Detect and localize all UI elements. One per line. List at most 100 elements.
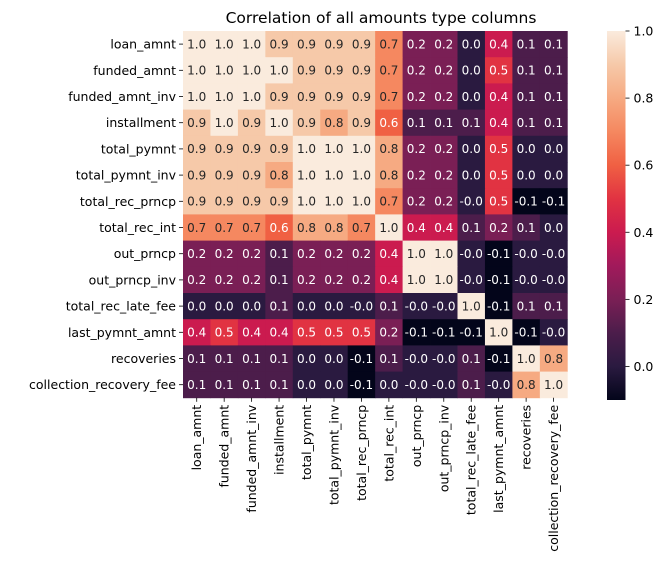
cell-value-label: 0.9 — [352, 90, 371, 104]
heatmap-cell — [539, 135, 568, 163]
heatmap-cell — [237, 240, 266, 268]
heatmap-cell — [347, 162, 376, 189]
heatmap-cell — [237, 188, 266, 215]
cell-value-label: 0.0 — [544, 168, 563, 182]
cell-value-label: 0.4 — [379, 247, 398, 261]
colorbar-tick-label: 1.0 — [634, 24, 654, 39]
heatmap-cell — [512, 162, 541, 189]
heatmap-cell — [237, 293, 266, 320]
heatmap-cell — [430, 214, 458, 241]
heatmap-cell — [237, 83, 266, 110]
colorbar-tick-label: 0.0 — [634, 359, 654, 374]
cell-value-label: 0.7 — [215, 221, 234, 235]
cell-value-label: 1.0 — [379, 221, 398, 235]
colorbar-tick-label: 0.2 — [634, 292, 654, 307]
heatmap-cell — [320, 188, 349, 215]
heatmap-cell — [183, 345, 211, 372]
cell-value-label: 0.0 — [462, 168, 481, 182]
heatmap-cell — [402, 162, 431, 189]
row-tick-label: funded_amnt — [93, 63, 176, 78]
heatmap-cell — [375, 162, 403, 189]
cell-value-label: 0.0 — [215, 299, 234, 313]
cell-value-label: -0.0 — [514, 273, 537, 287]
cell-value-label: 0.9 — [270, 37, 289, 51]
cell-value-label: 0.1 — [517, 37, 536, 51]
heatmap-cell — [430, 83, 458, 110]
cell-value-label: 0.9 — [242, 142, 261, 156]
cell-value-label: 0.9 — [352, 37, 371, 51]
cell-value-label: 1.0 — [407, 273, 426, 287]
heatmap-cell — [375, 188, 403, 215]
cell-value-label: 0.4 — [434, 221, 453, 235]
heatmap-cell — [539, 293, 568, 320]
cell-value-label: 1.0 — [242, 37, 261, 51]
column-tick-label: total_rec_prncp — [354, 405, 369, 501]
heatmap-cell — [402, 214, 431, 241]
heatmap-cell — [183, 57, 211, 84]
cell-value-label: -0.0 — [432, 352, 455, 366]
cell-value-label: 0.1 — [270, 299, 289, 313]
heatmap-cell — [539, 109, 568, 137]
cell-value-label: 0.9 — [270, 195, 289, 209]
cell-value-label: 1.0 — [324, 142, 343, 156]
heatmap-cell — [484, 135, 513, 163]
colorbar: 0.0 0.2 0.4 0.6 0.8 1.0 — [607, 24, 654, 400]
cell-value-label: 0.7 — [379, 195, 398, 209]
heatmap-cell — [292, 266, 321, 294]
cell-value-label: 0.2 — [434, 195, 453, 209]
heatmap-cell — [183, 214, 211, 241]
heatmap-cell — [430, 57, 458, 84]
heatmap-cell — [347, 57, 376, 84]
cell-value-label: 0.0 — [379, 378, 398, 392]
heatmap-cell — [265, 162, 294, 189]
heatmap-cell — [375, 293, 403, 320]
heatmap-cell — [539, 162, 568, 189]
colorbar-tick-label: 0.6 — [634, 158, 654, 173]
heatmap-cell — [237, 162, 266, 189]
cell-value-label: 0.9 — [187, 142, 206, 156]
heatmap-cell — [430, 240, 458, 268]
cell-value-label: -0.0 — [487, 378, 510, 392]
cell-value-label: 0.0 — [462, 37, 481, 51]
heatmap-cell — [484, 188, 513, 215]
heatmap-cell — [430, 371, 458, 399]
cell-value-label: 0.1 — [544, 37, 563, 51]
heatmap-cell — [457, 371, 486, 399]
row-tick-label: installment — [106, 115, 176, 130]
heatmap-cell — [512, 57, 541, 84]
cell-value-label: 0.5 — [352, 326, 371, 340]
column-tick-label: out_prncp_inv — [436, 404, 451, 492]
cell-value-label: -0.0 — [405, 299, 428, 313]
heatmap-cell — [292, 162, 321, 189]
cell-value-label: 0.7 — [379, 90, 398, 104]
heatmap-cell — [512, 266, 541, 294]
heatmap-cell — [210, 31, 239, 58]
cell-value-label: 0.0 — [324, 378, 343, 392]
column-tick-label: funded_amnt — [217, 405, 232, 488]
heatmap-cell — [375, 109, 403, 137]
heatmap-cell — [375, 240, 403, 268]
heatmap-cell — [512, 293, 541, 320]
heatmap-cell — [457, 188, 486, 215]
heatmap-cell — [237, 214, 266, 241]
cell-value-label: 0.9 — [297, 37, 316, 51]
cell-value-label: 0.1 — [270, 273, 289, 287]
heatmap-cell — [347, 266, 376, 294]
cell-value-label: 0.0 — [462, 64, 481, 78]
heatmap-cell — [430, 345, 458, 372]
row-tick-label: total_rec_prncp — [80, 194, 176, 209]
cell-value-label: 0.2 — [407, 90, 426, 104]
cell-value-label: 0.7 — [379, 64, 398, 78]
heatmap-cell — [484, 109, 513, 137]
cell-value-label: 0.7 — [352, 221, 371, 235]
cell-value-label: 0.7 — [187, 221, 206, 235]
heatmap-cell — [484, 293, 513, 320]
cell-value-label: 0.9 — [352, 116, 371, 130]
cell-value-label: -0.0 — [460, 195, 483, 209]
cell-value-label: 0.1 — [215, 352, 234, 366]
heatmap-cell — [347, 240, 376, 268]
heatmap-cell — [320, 345, 349, 372]
cell-value-label: 0.0 — [242, 299, 261, 313]
heatmap-cell — [484, 240, 513, 268]
cell-value-label: 0.0 — [517, 142, 536, 156]
